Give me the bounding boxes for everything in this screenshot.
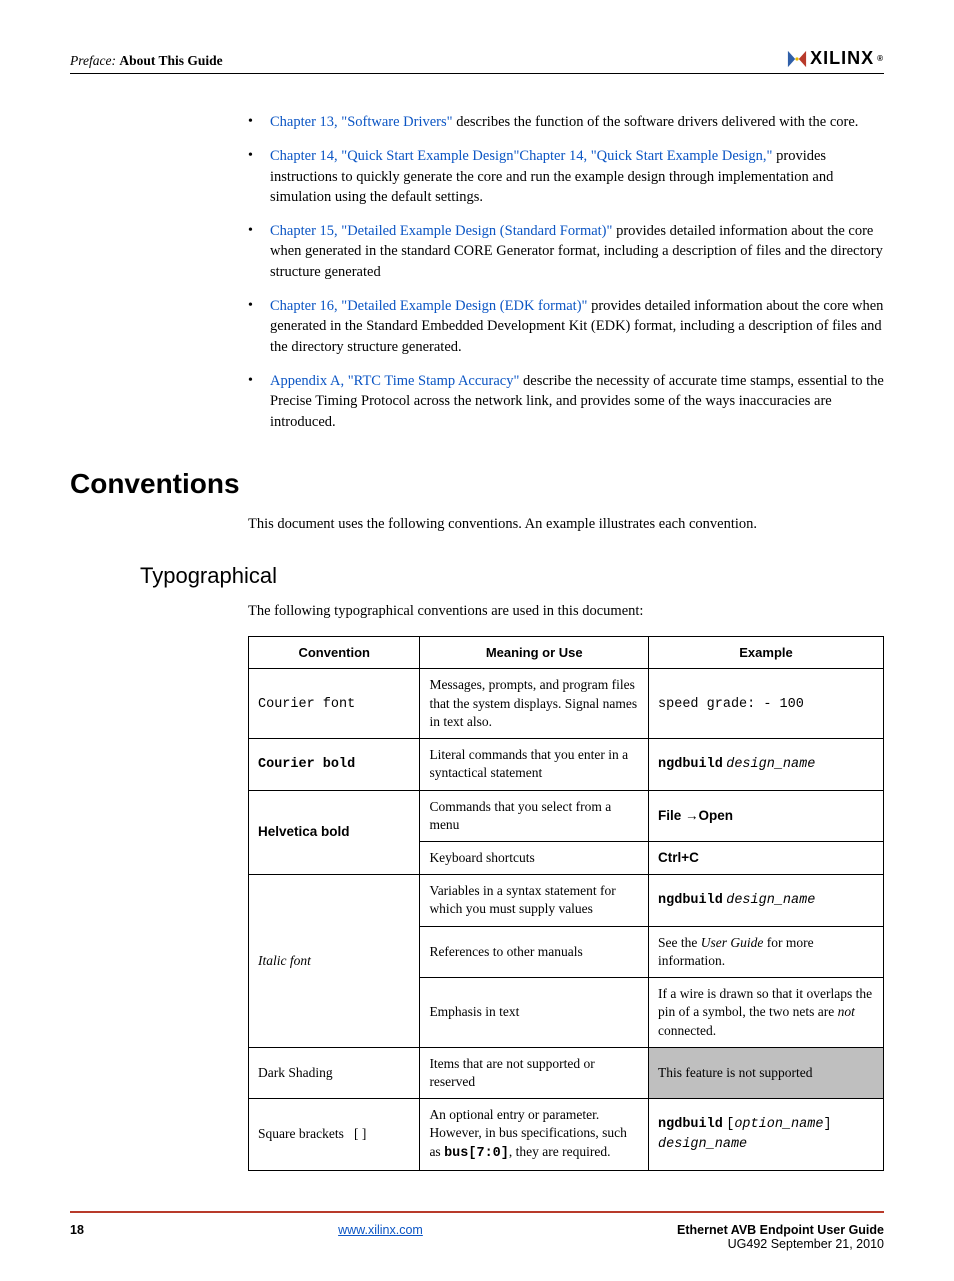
cell-conv: Courier bold <box>249 739 420 790</box>
cell-ex: speed grade: - 100 <box>649 669 884 739</box>
cell-ex: See the User Guide for more information. <box>649 926 884 977</box>
table-row: Dark Shading Items that are not supporte… <box>249 1047 884 1098</box>
cell-mean: Emphasis in text <box>420 978 649 1048</box>
table-header-row: Convention Meaning or Use Example <box>249 636 884 669</box>
header-preface: Preface: <box>70 53 116 68</box>
cell-conv: Courier font <box>249 669 420 739</box>
cell-mean: Messages, prompts, and program files tha… <box>420 669 649 739</box>
cell-conv: Square brackets [ ] <box>249 1099 420 1171</box>
cell-ex: ngdbuild design_name <box>649 739 884 790</box>
cell-ex: Ctrl+C <box>649 841 884 874</box>
cell-mean: Commands that you select from a menu <box>420 790 649 841</box>
cell-ex: ngdbuild [option_name] design_name <box>649 1099 884 1171</box>
cell-conv: Dark Shading <box>249 1047 420 1098</box>
bullet-item: Appendix A, "RTC Time Stamp Accuracy" de… <box>248 371 884 432</box>
table-row: Helvetica bold Commands that you select … <box>249 790 884 841</box>
cell-ex: File →Open <box>649 790 884 841</box>
th-meaning: Meaning or Use <box>420 636 649 669</box>
th-convention: Convention <box>249 636 420 669</box>
cell-conv: Italic font <box>249 875 420 1048</box>
table-row: Courier font Messages, prompts, and prog… <box>249 669 884 739</box>
table-row: Italic font Variables in a syntax statem… <box>249 875 884 926</box>
chapter-link[interactable]: Chapter 14, "Quick Start Example Design"… <box>270 148 772 164</box>
cell-mean: Keyboard shortcuts <box>420 841 649 874</box>
th-example: Example <box>649 636 884 669</box>
page-number: 18 <box>70 1223 84 1251</box>
xilinx-logo: XILINX® <box>786 48 884 69</box>
chapter-link[interactable]: Chapter 13, "Software Drivers" <box>270 114 453 130</box>
bullet-rest: describes the function of the software d… <box>453 114 859 130</box>
bullet-item: Chapter 14, "Quick Start Example Design"… <box>248 146 884 207</box>
bullet-item: Chapter 13, "Software Drivers" describes… <box>248 112 884 132</box>
header-breadcrumb: Preface: About This Guide <box>70 53 223 69</box>
chapter-link[interactable]: Chapter 16, "Detailed Example Design (ED… <box>270 298 587 314</box>
bullet-item: Chapter 16, "Detailed Example Design (ED… <box>248 296 884 357</box>
footer-doc-rev: UG492 September 21, 2010 <box>677 1237 884 1251</box>
typographical-intro: The following typographical conventions … <box>248 601 884 622</box>
footer-url[interactable]: www.xilinx.com <box>338 1223 423 1251</box>
page-header: Preface: About This Guide XILINX® <box>70 48 884 74</box>
cell-mean: Literal commands that you enter in a syn… <box>420 739 649 790</box>
conventions-table: Convention Meaning or Use Example Courie… <box>248 636 884 1171</box>
chapter-link[interactable]: Chapter 15, "Detailed Example Design (St… <box>270 223 612 239</box>
chapter-bullet-list: Chapter 13, "Software Drivers" describes… <box>248 112 884 432</box>
page-footer: 18 www.xilinx.com Ethernet AVB Endpoint … <box>70 1213 884 1251</box>
conventions-table-wrap: Convention Meaning or Use Example Courie… <box>248 636 884 1171</box>
cell-mean: Variables in a syntax statement for whic… <box>420 875 649 926</box>
xilinx-logo-icon <box>786 49 808 69</box>
chapter-link[interactable]: Appendix A, "RTC Time Stamp Accuracy" <box>270 373 519 389</box>
cell-conv: Helvetica bold <box>249 790 420 875</box>
bullet-item: Chapter 15, "Detailed Example Design (St… <box>248 221 884 282</box>
conventions-heading: Conventions <box>70 468 884 500</box>
conventions-intro: This document uses the following convent… <box>248 514 884 535</box>
xilinx-logo-text: XILINX <box>810 48 874 69</box>
table-row: Courier bold Literal commands that you e… <box>249 739 884 790</box>
cell-ex: ngdbuild design_name <box>649 875 884 926</box>
header-title: About This Guide <box>119 53 222 68</box>
table-row: Square brackets [ ] An optional entry or… <box>249 1099 884 1171</box>
cell-ex-shaded: This feature is not supported <box>649 1047 884 1098</box>
cell-mean: Items that are not supported or reserved <box>420 1047 649 1098</box>
cell-mean: An optional entry or parameter. However,… <box>420 1099 649 1171</box>
xilinx-logo-reg: ® <box>877 54 884 63</box>
typographical-heading: Typographical <box>140 563 884 589</box>
cell-ex: If a wire is drawn so that it overlaps t… <box>649 978 884 1048</box>
footer-doc-info: Ethernet AVB Endpoint User Guide UG492 S… <box>677 1223 884 1251</box>
cell-mean: References to other manuals <box>420 926 649 977</box>
